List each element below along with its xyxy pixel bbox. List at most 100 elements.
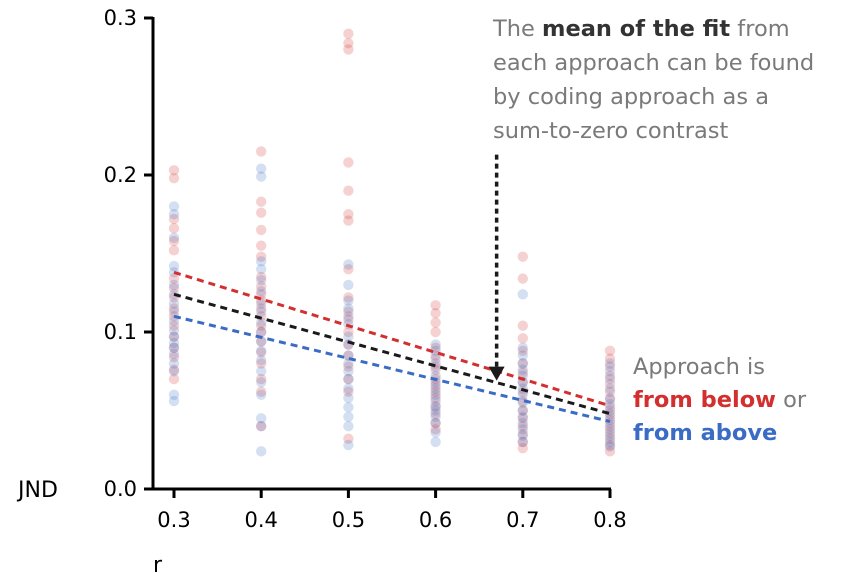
point-from-below — [343, 37, 354, 49]
point-from-above — [256, 336, 267, 347]
point-from-below — [256, 146, 267, 157]
point-from-below — [604, 414, 616, 426]
fit-lines — [173, 270, 611, 423]
annotation-text-segment: mean of the fit — [542, 16, 730, 42]
point-from-below — [604, 361, 616, 372]
point-from-below — [430, 364, 441, 375]
x-axis-label: r — [153, 553, 163, 576]
point-from-above — [430, 389, 441, 400]
point-from-below — [343, 292, 354, 303]
x-tick-label: 0.8 — [593, 508, 626, 532]
point-from-above — [343, 402, 354, 413]
point-from-below — [343, 215, 354, 226]
point-from-above — [168, 337, 180, 349]
point-from-above — [343, 373, 354, 385]
point-from-above — [168, 358, 180, 369]
point-from-below — [430, 392, 441, 404]
point-from-below — [256, 196, 267, 207]
point-from-below — [256, 373, 267, 385]
point-from-below — [256, 358, 267, 369]
fit-line-from-below — [173, 270, 611, 408]
point-from-above — [256, 163, 267, 174]
point-from-above — [604, 430, 616, 441]
fit-line-mean — [173, 292, 611, 416]
x-tick-label: 0.5 — [332, 508, 365, 532]
point-from-below — [430, 408, 441, 419]
point-from-above — [168, 348, 180, 360]
point-from-above — [256, 317, 267, 328]
y-tick-label: 0.3 — [104, 6, 137, 30]
point-from-below — [343, 314, 354, 325]
point-from-below — [517, 333, 528, 344]
point-from-above — [604, 399, 616, 410]
point-from-below — [343, 209, 354, 220]
x-tick-label: 0.4 — [244, 508, 277, 532]
point-from-below — [517, 358, 528, 369]
point-from-above — [430, 417, 441, 429]
point-from-above — [343, 279, 354, 291]
point-from-below — [604, 439, 616, 451]
point-from-below — [604, 427, 616, 438]
point-from-above — [343, 331, 354, 342]
point-from-above — [256, 377, 267, 388]
point-from-above — [430, 395, 441, 407]
point-from-above — [256, 264, 267, 275]
y-tick-label: 0.1 — [104, 320, 137, 344]
point-from-above — [256, 285, 267, 297]
point-from-above — [343, 303, 354, 314]
point-from-below — [168, 235, 180, 247]
point-from-above — [343, 295, 354, 306]
point-from-below — [430, 380, 441, 391]
point-from-above — [168, 331, 180, 342]
point-from-above — [517, 411, 528, 422]
point-from-below — [430, 317, 441, 328]
point-from-below — [343, 306, 354, 317]
legend-from-below: from below or — [633, 387, 807, 413]
point-from-below — [256, 421, 267, 432]
point-from-above — [343, 358, 354, 369]
point-from-below — [517, 442, 528, 454]
point-from-above — [517, 417, 528, 429]
point-from-below — [256, 224, 267, 236]
annotation-mean-fit-text: The mean of the fit from each approach ca… — [492, 16, 814, 144]
point-from-below — [517, 421, 528, 432]
annotation-text-segment: by coding approach as a — [493, 84, 769, 110]
point-from-above — [517, 364, 528, 375]
point-from-below — [517, 395, 528, 407]
point-from-above — [256, 421, 267, 432]
point-from-above — [604, 392, 616, 404]
point-from-below — [343, 386, 354, 397]
point-from-above — [430, 436, 441, 448]
point-from-below — [256, 320, 267, 331]
point-from-above — [256, 298, 267, 309]
arrow-head — [488, 366, 505, 381]
point-from-below — [517, 367, 528, 379]
point-from-above — [256, 306, 267, 317]
point-from-below — [256, 251, 267, 262]
point-from-below — [604, 394, 616, 405]
point-from-below — [168, 223, 180, 234]
point-from-below — [430, 300, 441, 311]
legend-from-above-label: from above — [633, 420, 777, 446]
legend-approach-label: Approach is — [633, 354, 765, 380]
point-from-above — [517, 342, 528, 353]
point-from-below — [168, 282, 180, 294]
point-from-above — [604, 366, 616, 377]
axes — [151, 17, 611, 491]
point-from-above — [517, 350, 528, 361]
point-from-below — [168, 165, 180, 176]
point-from-below — [256, 336, 267, 347]
point-from-above — [256, 326, 267, 338]
point-from-below — [517, 251, 528, 262]
point-from-above — [343, 366, 354, 377]
point-from-above — [604, 373, 616, 385]
point-from-above — [168, 267, 180, 278]
point-from-below — [343, 264, 354, 275]
point-from-below — [517, 428, 528, 440]
point-from-above — [430, 353, 441, 364]
point-from-below — [517, 413, 528, 424]
y-tick-label: 0.2 — [104, 163, 137, 187]
point-from-above — [168, 366, 180, 377]
point-from-above — [517, 405, 528, 416]
